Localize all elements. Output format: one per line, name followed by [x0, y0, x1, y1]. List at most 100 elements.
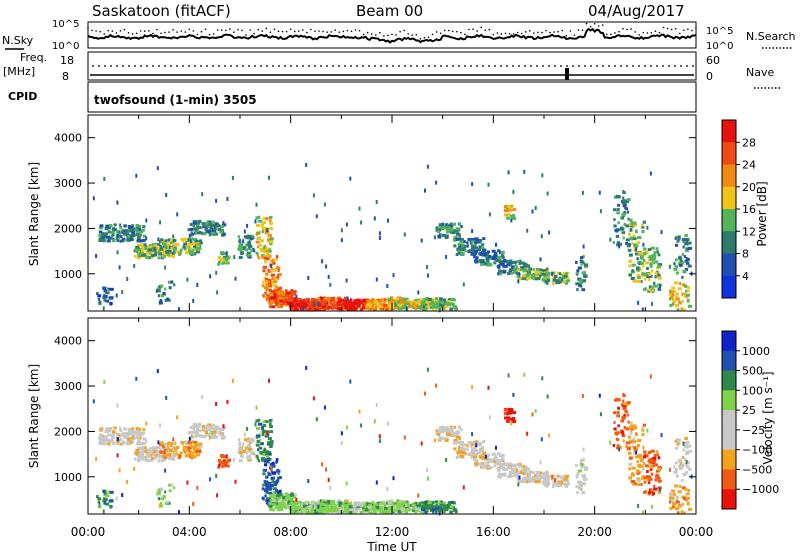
velocity-cell	[625, 403, 629, 407]
power-cell	[541, 272, 546, 276]
velocity-cell	[578, 482, 583, 486]
velocity-cell	[442, 429, 447, 433]
power-cell	[150, 253, 155, 257]
velocity-cell	[686, 502, 690, 506]
velocity-cell	[276, 499, 280, 503]
colorbar-tick-label: −25	[742, 424, 765, 437]
velocity-cell	[264, 452, 268, 456]
power-cell	[296, 297, 301, 301]
velocity-cell	[632, 426, 637, 430]
power-cell	[561, 277, 563, 282]
velocity-cell	[113, 426, 117, 430]
velocity-cell	[422, 502, 427, 506]
power-cell	[526, 228, 529, 233]
power-cell	[255, 216, 259, 220]
velocity-cell	[383, 501, 386, 505]
power-cell	[265, 252, 270, 255]
power-cell	[358, 206, 361, 211]
velocity-cell	[317, 499, 322, 503]
power-cell	[188, 249, 192, 253]
velocity-cell	[678, 465, 683, 468]
power-cell	[657, 253, 661, 257]
power-cell	[279, 294, 283, 298]
velocity-cell	[679, 462, 683, 466]
power-cell	[675, 243, 679, 247]
velocity-cell	[306, 506, 311, 509]
power-cell	[687, 285, 691, 289]
power-cell	[685, 261, 690, 265]
velocity-cell	[238, 448, 243, 452]
velocity-cell	[326, 499, 331, 503]
power-cell	[477, 238, 481, 242]
velocity-cell	[460, 451, 465, 455]
velocity-cell	[646, 428, 649, 433]
colorbar-swatch	[722, 489, 736, 510]
velocity-cell	[558, 475, 562, 479]
velocity-cell	[668, 500, 672, 504]
velocity-cell	[456, 450, 461, 454]
velocity-cell	[157, 492, 161, 496]
power-cell	[462, 240, 466, 244]
velocity-cell	[197, 422, 202, 426]
velocity-cell	[313, 505, 316, 510]
power-cell	[164, 245, 167, 249]
velocity-cell	[145, 421, 148, 426]
power-cell	[264, 217, 269, 221]
power-cell	[295, 294, 298, 299]
power-cell	[118, 265, 121, 270]
velocity-cell	[226, 399, 229, 404]
power-cell	[612, 241, 616, 244]
power-cell	[628, 259, 633, 263]
power-cell	[634, 252, 639, 256]
velocity-cell	[267, 437, 272, 441]
velocity-cell	[449, 510, 453, 514]
velocity-cell	[269, 418, 273, 422]
velocity-cell	[641, 476, 646, 480]
power-cell	[156, 166, 159, 171]
power-cell	[198, 241, 203, 245]
power-cell	[190, 251, 195, 255]
colorbar-swatch	[722, 275, 736, 299]
power-colorbar-label: Power [dB]	[755, 181, 769, 246]
power-cell	[418, 305, 423, 309]
power-cell	[462, 282, 465, 287]
power-cell	[265, 288, 270, 292]
velocity-cell	[657, 456, 661, 460]
velocity-cell	[523, 471, 527, 475]
velocity-cell	[685, 492, 688, 496]
velocity-cell	[344, 509, 349, 513]
power-cell	[437, 302, 442, 306]
velocity-cell	[626, 447, 631, 451]
power-cell	[123, 224, 127, 228]
power-cell	[116, 229, 119, 233]
velocity-cell	[500, 463, 504, 466]
power-cell	[507, 170, 510, 175]
power-cell	[280, 303, 284, 307]
velocity-cell	[400, 503, 404, 507]
power-cell	[238, 256, 243, 259]
power-cell	[598, 190, 601, 195]
velocity-cell	[418, 508, 423, 512]
power-cell	[453, 229, 458, 233]
power-scatter-cells	[92, 162, 693, 313]
power-cell	[189, 223, 193, 226]
power-cell	[178, 251, 181, 255]
power-cell	[682, 308, 686, 312]
power-cell	[111, 227, 116, 231]
power-cell	[225, 258, 229, 262]
power-cell	[268, 282, 271, 286]
power-cell	[240, 251, 245, 255]
velocity-cell	[282, 496, 286, 500]
velocity-cell	[128, 432, 131, 436]
velocity-cell	[265, 491, 270, 495]
velocity-cell	[190, 451, 195, 455]
colorbar-tick-label: 8	[742, 248, 749, 261]
power-cell	[299, 303, 302, 307]
power-cell	[479, 258, 483, 262]
velocity-cell	[525, 477, 529, 481]
velocity-cell	[657, 467, 662, 471]
power-cell	[258, 236, 261, 240]
velocity-cell	[526, 467, 531, 471]
velocity-cell	[629, 439, 634, 443]
power-cell	[650, 274, 653, 278]
